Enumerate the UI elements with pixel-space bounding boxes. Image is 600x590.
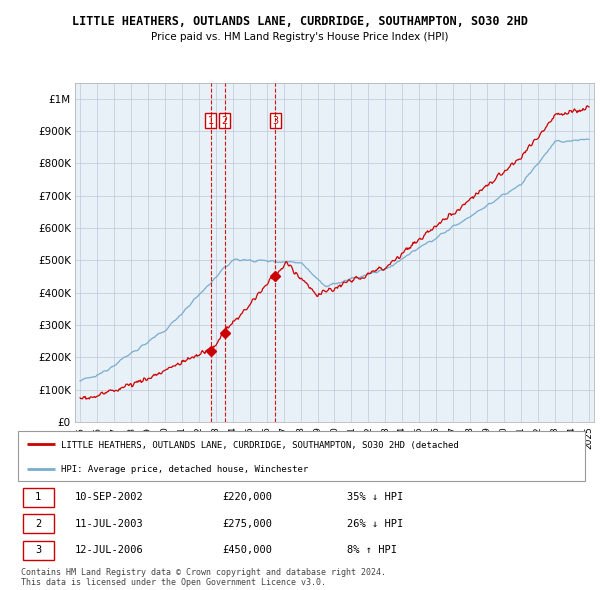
Text: 1: 1 [208, 116, 214, 126]
Text: 3: 3 [35, 545, 41, 555]
Bar [23, 540, 54, 560]
Text: 3: 3 [272, 116, 278, 126]
Text: Contains HM Land Registry data © Crown copyright and database right 2024.
This d: Contains HM Land Registry data © Crown c… [21, 568, 386, 587]
Text: £220,000: £220,000 [222, 492, 272, 502]
Text: £275,000: £275,000 [222, 519, 272, 529]
Text: LITTLE HEATHERS, OUTLANDS LANE, CURDRIDGE, SOUTHAMPTON, SO30 2HD: LITTLE HEATHERS, OUTLANDS LANE, CURDRIDG… [72, 15, 528, 28]
Text: 12-JUL-2006: 12-JUL-2006 [75, 545, 143, 555]
Text: 11-JUL-2003: 11-JUL-2003 [75, 519, 143, 529]
Text: HPI: Average price, detached house, Winchester: HPI: Average price, detached house, Winc… [61, 466, 308, 474]
Bar [23, 514, 54, 533]
Text: 35% ↓ HPI: 35% ↓ HPI [347, 492, 403, 502]
Text: 8% ↑ HPI: 8% ↑ HPI [347, 545, 397, 555]
Text: £450,000: £450,000 [222, 545, 272, 555]
Text: 2: 2 [221, 116, 228, 126]
Text: Price paid vs. HM Land Registry's House Price Index (HPI): Price paid vs. HM Land Registry's House … [151, 32, 449, 42]
Text: 1: 1 [35, 492, 41, 502]
Bar [23, 487, 54, 507]
Text: 26% ↓ HPI: 26% ↓ HPI [347, 519, 403, 529]
Text: LITTLE HEATHERS, OUTLANDS LANE, CURDRIDGE, SOUTHAMPTON, SO30 2HD (detached: LITTLE HEATHERS, OUTLANDS LANE, CURDRIDG… [61, 441, 458, 450]
Text: 2: 2 [35, 519, 41, 529]
Text: 10-SEP-2002: 10-SEP-2002 [75, 492, 143, 502]
